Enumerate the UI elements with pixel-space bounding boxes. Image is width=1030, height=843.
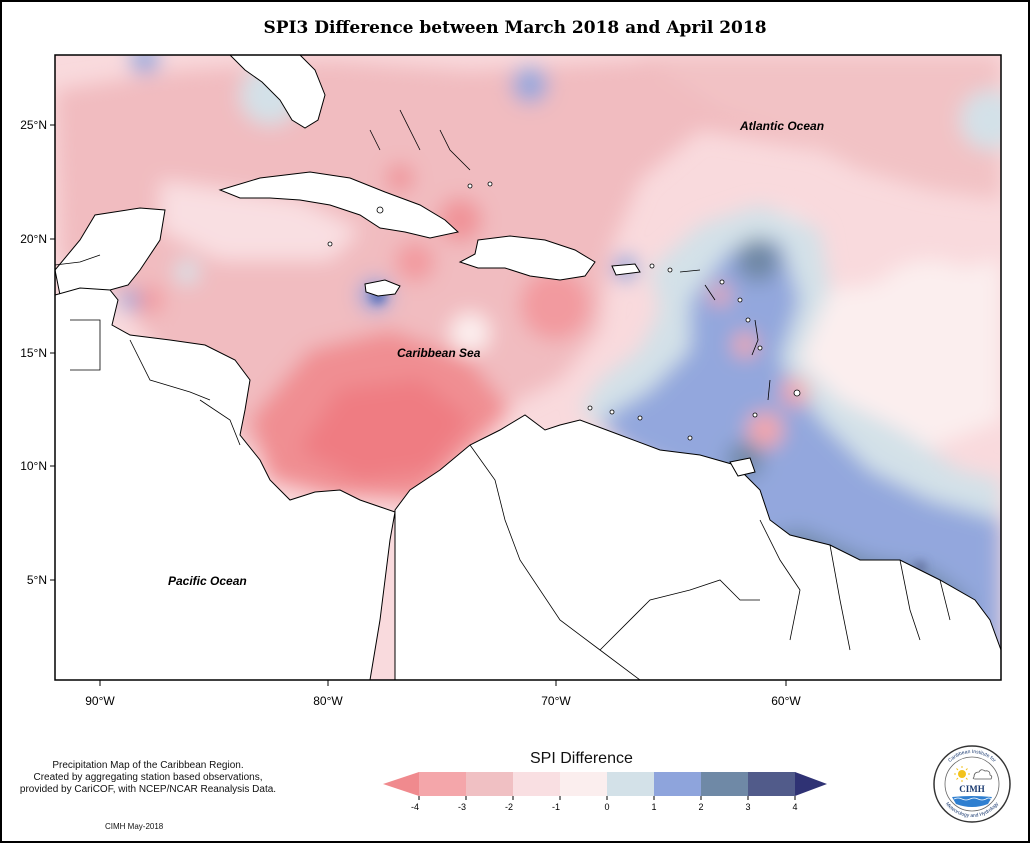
central-america <box>55 287 396 680</box>
legend-tick-label: -2 <box>505 802 513 812</box>
legend-arrow-left <box>383 772 419 796</box>
cloud-icon <box>972 769 993 780</box>
legend-swatch <box>701 772 748 796</box>
legend-swatch <box>654 772 701 796</box>
trinidad <box>729 457 756 477</box>
small-islands <box>327 181 801 441</box>
legend-tick-label: -3 <box>458 802 466 812</box>
note-line: Created by aggregating station based obs… <box>33 772 263 783</box>
hispaniola <box>458 235 596 281</box>
lat-axis: 25°N 20°N 15°N 10°N 5°N <box>20 118 55 587</box>
legend-swatch <box>607 772 654 796</box>
lon-label-80w: 80°W <box>313 694 343 708</box>
cuba <box>218 171 460 239</box>
lat-label-20n: 20°N <box>20 232 47 246</box>
lat-label-5n: 5°N <box>27 573 47 587</box>
jamaica <box>364 279 401 297</box>
caribbean-sea-label: Caribbean Sea <box>397 346 481 360</box>
waves-icon <box>952 796 992 807</box>
lon-label-90w: 90°W <box>85 694 115 708</box>
lon-label-70w: 70°W <box>541 694 571 708</box>
legend-swatch <box>466 772 513 796</box>
map-note: Precipitation Map of the Caribbean Regio… <box>8 760 288 796</box>
legend-arrow-right <box>795 772 827 796</box>
land-masses <box>55 55 1001 680</box>
legend-tick-label: 3 <box>745 802 750 812</box>
south-america <box>394 414 1001 680</box>
cimh-logo: Caribbean Institute for Meteorology and … <box>933 745 1011 823</box>
legend-swatch <box>513 772 560 796</box>
legend-tick-label: -4 <box>411 802 419 812</box>
map-border <box>54 54 1002 681</box>
logo-text: CIMH <box>959 784 985 794</box>
lon-axis: 90°W 80°W 70°W 60°W <box>85 680 801 708</box>
lon-label-60w: 60°W <box>771 694 801 708</box>
legend-swatch <box>560 772 607 796</box>
legend-colorbar <box>383 772 827 796</box>
lat-label-15n: 15°N <box>20 346 47 360</box>
florida <box>229 55 326 129</box>
legend-tick-label: -1 <box>552 802 560 812</box>
lat-label-10n: 10°N <box>20 459 47 473</box>
legend-tick-label: 2 <box>698 802 703 812</box>
puerto-rico <box>611 263 641 276</box>
borders <box>55 109 951 680</box>
legend-tick-label: 1 <box>651 802 656 812</box>
map-title: SPI3 Difference between March 2018 and A… <box>263 18 767 38</box>
legend-title: SPI Difference <box>530 750 633 767</box>
lat-label-25n: 25°N <box>20 118 47 132</box>
legend-swatch <box>748 772 795 796</box>
legend-tick-label: 0 <box>604 802 609 812</box>
legend-swatch <box>419 772 466 796</box>
note-line: Precipitation Map of the Caribbean Regio… <box>52 760 244 771</box>
legend-ticks: -4 -3 -2 -1 0 1 2 3 4 <box>411 796 798 812</box>
legend-tick-label: 4 <box>792 802 797 812</box>
pacific-ocean-label: Pacific Ocean <box>168 574 247 588</box>
sun-icon <box>954 766 970 782</box>
atlantic-ocean-label: Atlantic Ocean <box>739 119 824 133</box>
note-line: provided by CariCOF, with NCEP/NCAR Rean… <box>19 784 277 795</box>
credit-text: CIMH May-2018 <box>105 822 164 831</box>
